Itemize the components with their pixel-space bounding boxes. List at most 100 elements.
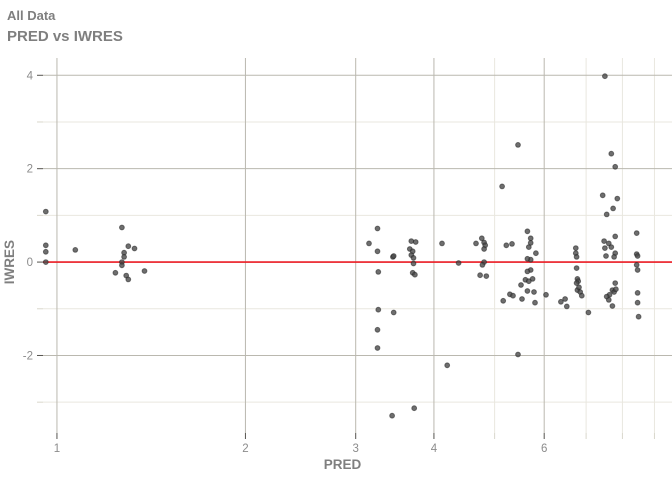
data-point (633, 262, 640, 268)
data-point (410, 260, 417, 267)
x-tick-label: 2 (242, 443, 248, 455)
data-point (634, 290, 641, 296)
data-point (532, 299, 538, 306)
data-point (515, 142, 521, 148)
data-point (525, 278, 532, 285)
chart-title: All Data (7, 8, 56, 23)
data-point (375, 306, 382, 313)
data-point (42, 242, 49, 249)
data-point (518, 282, 524, 288)
data-point (412, 239, 419, 245)
chart-subtitle: PRED vs IWRES (7, 27, 123, 45)
data-point (455, 260, 462, 266)
data-point (42, 248, 49, 255)
data-point (612, 163, 619, 170)
data-point (563, 303, 570, 310)
data-point (503, 242, 510, 249)
data-point (608, 150, 615, 157)
data-point (477, 272, 484, 279)
data-point (602, 73, 608, 80)
x-tick-label: 3 (352, 443, 358, 455)
data-point (558, 298, 564, 305)
data-point (573, 280, 580, 287)
data-point (543, 291, 549, 298)
data-point (524, 288, 531, 294)
data-point (411, 405, 418, 412)
data-point (609, 303, 616, 309)
data-point (525, 244, 532, 251)
y-tick-label: -2 (23, 350, 33, 362)
data-point (374, 326, 381, 333)
data-point (562, 296, 568, 302)
x-tick-label: 4 (431, 443, 438, 455)
data-point (499, 183, 506, 190)
data-point (444, 362, 451, 369)
data-point (608, 244, 615, 251)
data-point (374, 345, 381, 351)
x-tick-label: 1 (54, 443, 60, 455)
data-point (576, 284, 582, 291)
data-point (374, 248, 381, 255)
data-point (533, 250, 539, 257)
chart-header: All Data PRED vs IWRES (7, 6, 123, 47)
y-tick-label: 2 (27, 164, 33, 176)
data-point (612, 280, 619, 287)
data-point (605, 297, 612, 303)
data-point (634, 267, 641, 273)
data-point (141, 268, 148, 274)
data-point (390, 309, 397, 316)
data-point (573, 254, 580, 260)
data-point (612, 233, 619, 240)
data-point (374, 225, 381, 232)
data-point (125, 276, 132, 283)
data-point (473, 240, 479, 247)
data-point (479, 262, 486, 268)
data-point (515, 351, 521, 358)
data-point (524, 228, 531, 235)
data-point (611, 254, 617, 260)
data-point (601, 238, 607, 245)
data-point (121, 254, 127, 260)
data-point (524, 268, 531, 275)
data-point (112, 269, 119, 276)
data-point (634, 253, 641, 259)
data-point (572, 245, 579, 252)
x-axis-title: PRED (324, 457, 362, 472)
data-point (375, 269, 382, 275)
data-point (500, 297, 507, 304)
data-point (599, 192, 606, 199)
data-point (634, 299, 641, 306)
data-point (519, 296, 525, 302)
data-point (524, 255, 531, 262)
data-point (72, 247, 79, 253)
data-point (481, 246, 488, 252)
data-point (531, 289, 537, 295)
data-point (527, 235, 534, 242)
data-point (366, 240, 372, 247)
data-point (573, 265, 580, 272)
data-point (585, 309, 592, 316)
data-point (635, 313, 642, 320)
data-point (42, 208, 49, 215)
x-tick-label: 6 (541, 443, 547, 455)
data-point (42, 259, 49, 266)
data-point (439, 240, 445, 247)
data-point (478, 235, 485, 242)
data-point (510, 292, 516, 299)
data-point (614, 195, 621, 202)
data-point (633, 230, 640, 237)
data-point (125, 243, 132, 250)
y-tick-label: 4 (27, 70, 34, 82)
data-point (610, 205, 616, 212)
data-point (390, 253, 397, 259)
data-point (602, 245, 608, 252)
data-point (119, 262, 125, 269)
data-point (603, 211, 610, 218)
data-point (603, 253, 609, 259)
data-point (578, 292, 585, 299)
data-point (613, 286, 619, 293)
data-point (119, 224, 125, 231)
data-point (483, 273, 490, 280)
data-point (410, 255, 417, 261)
